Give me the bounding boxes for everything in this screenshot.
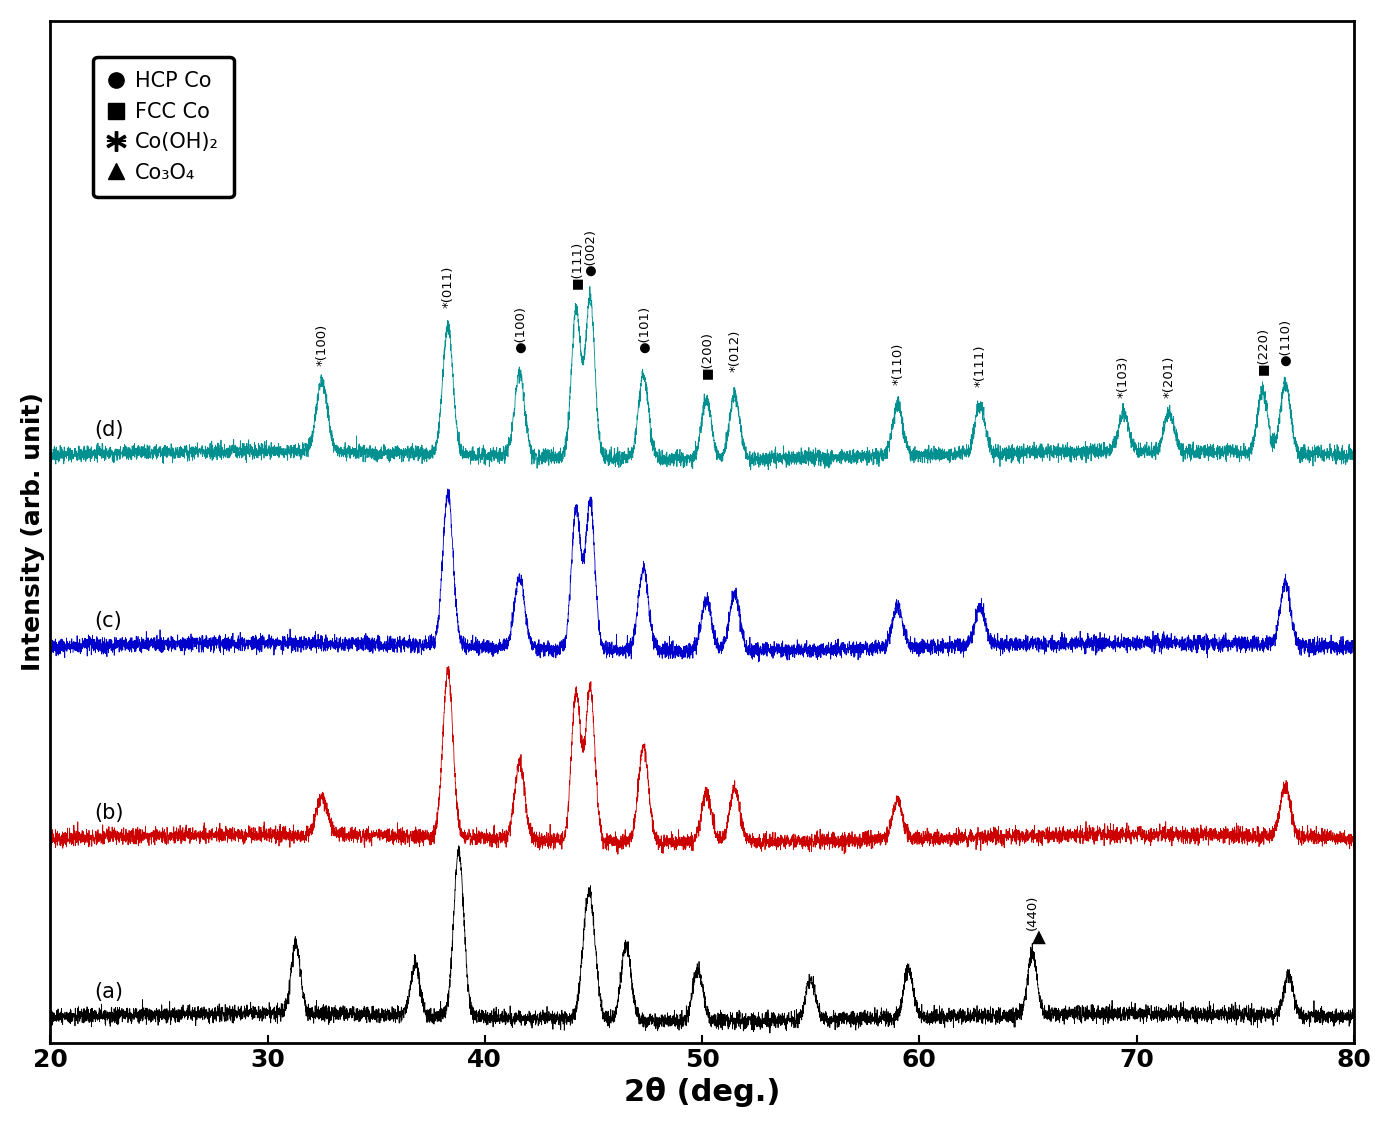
Text: (440): (440) xyxy=(1026,895,1038,931)
Text: ■(220): ■(220) xyxy=(1256,326,1270,374)
Text: (d): (d) xyxy=(93,420,124,440)
Text: ▲: ▲ xyxy=(1031,927,1045,945)
Text: *(110): *(110) xyxy=(891,343,903,385)
Text: *(100): *(100) xyxy=(316,324,329,365)
Text: ●(110): ●(110) xyxy=(1279,318,1292,365)
X-axis label: 2θ (deg.): 2θ (deg.) xyxy=(624,1077,781,1108)
Text: ■(200): ■(200) xyxy=(700,331,713,379)
Text: (a): (a) xyxy=(93,981,122,1002)
Text: (b): (b) xyxy=(93,803,124,823)
Text: ●(100): ●(100) xyxy=(514,306,526,353)
Text: ■(111): ■(111) xyxy=(569,241,583,289)
Text: (c): (c) xyxy=(93,611,121,632)
Text: ●(002): ●(002) xyxy=(583,229,597,276)
Y-axis label: Intensity (arb. unit): Intensity (arb. unit) xyxy=(21,393,45,671)
Text: ●(101): ●(101) xyxy=(638,306,650,353)
Text: *(111): *(111) xyxy=(973,345,987,387)
Legend: HCP Co, FCC Co, Co(OH)₂, Co₃O₄: HCP Co, FCC Co, Co(OH)₂, Co₃O₄ xyxy=(93,56,234,197)
Text: *(011): *(011) xyxy=(441,266,454,308)
Text: *(103): *(103) xyxy=(1116,355,1130,398)
Text: *(012): *(012) xyxy=(728,329,741,372)
Text: *(201): *(201) xyxy=(1162,355,1176,398)
